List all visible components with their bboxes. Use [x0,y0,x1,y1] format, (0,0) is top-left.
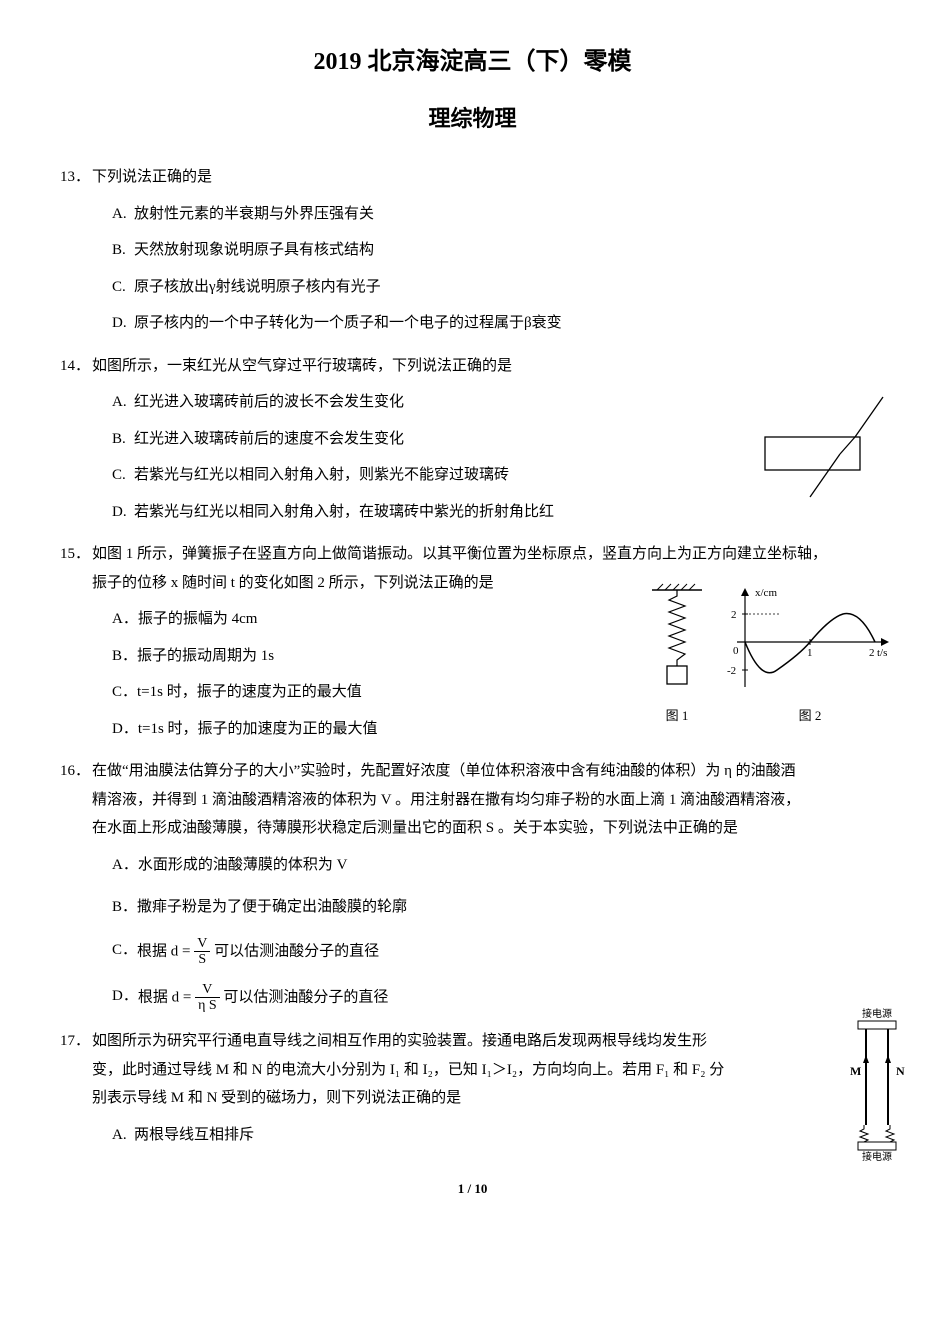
option-label: A. [112,388,134,417]
q16-stem-line1: 在做“用油膜法估算分子的大小”实验时，先配置好浓度（单位体积溶液中含有纯油酸的体… [92,763,796,779]
q15-stem-line2: 振子的位移 x 随时间 t 的变化如图 2 所示，下列说法正确的是 [92,575,494,591]
q13-option-b: B.天然放射现象说明原子具有核式结构 [112,236,885,265]
fig1-label: 图 1 [647,704,707,729]
wire-n-label: N [896,1064,905,1078]
page-footer: 1 / 10 [60,1177,885,1202]
q14-figure [755,392,895,502]
xtick-1: 1 [807,647,813,659]
q16-stem-line2: 精溶液，并得到 1 滴油酸酒精溶液的体积为 V 。用注射器在撒有均匀痱子粉的水面… [92,792,800,808]
y-axis-label: x/cm [755,587,777,599]
q16-option-c: C．根据 d = VS 可以估测油酸分子的直径 [112,936,885,968]
xtick-2: 2 [869,647,875,659]
q16-stem-line3: 在水面上形成油酸薄膜，待薄膜形状稳定后测量出它的面积 S 。关于本实验，下列说法… [92,820,738,836]
page-title-main: 2019 北京海淀高三（下）零模 [60,40,885,86]
q16-option-a: A．水面形成的油酸薄膜的体积为 V [112,851,885,880]
option-label: A. [112,200,134,229]
q13-option-a: A.放射性元素的半衰期与外界压强有关 [112,200,885,229]
option-label: C. [112,461,134,490]
parallel-wires-icon: 接电源 M N 接电源 [840,1007,915,1162]
q17-stem-line3: 别表示导线 M 和 N 受到的磁场力，则下列说法正确的是 [92,1090,461,1106]
option-text: 原子核内的一个中子转化为一个质子和一个电子的过程属于β衰变 [134,309,885,338]
q14-option-d: D.若紫光与红光以相同入射角入射，在玻璃砖中紫光的折射角比红 [112,498,885,527]
q15-stem-line1: 如图 1 所示，弹簧振子在竖直方向上做简谐振动。以其平衡位置为坐标原点，竖直方向… [92,546,827,562]
refraction-diagram-icon [755,392,895,502]
question-16: 16． 在做“用油膜法估算分子的大小”实验时，先配置好浓度（单位体积溶液中含有纯… [60,757,885,1013]
option-text: 水面形成的油酸薄膜的体积为 V [138,851,885,880]
option-label: C． [112,936,137,968]
question-15: 15． 如图 1 所示，弹簧振子在竖直方向上做简谐振动。以其平衡位置为坐标原点，… [60,540,885,743]
option-label: D. [112,498,134,527]
displacement-time-graph-icon: x/cm t/s 2 0 -2 1 2 [725,582,895,702]
q13-option-c: C.原子核放出γ射线说明原子核内有光子 [112,273,885,302]
option-label: B. [112,236,134,265]
option-text: 根据 d = VS 可以估测油酸分子的直径 [137,936,885,968]
option-label: B． [112,893,137,922]
page-total: 10 [474,1181,487,1196]
q16-stem: 在做“用油膜法估算分子的大小”实验时，先配置好浓度（单位体积溶液中含有纯油酸的体… [92,757,885,843]
q16-option-d: D．根据 d = Vη S 可以估测油酸分子的直径 [112,982,885,1014]
option-label: D. [112,309,134,338]
q14-stem: 如图所示，一束红光从空气穿过平行玻璃砖，下列说法正确的是 [92,352,885,381]
option-label: C． [112,678,137,707]
question-17: 17． 如图所示为研究平行通电直导线之间相互作用的实验装置。接通电路后发现两根导… [60,1027,885,1149]
x-axis-label: t/s [877,647,887,659]
q13-stem: 下列说法正确的是 [92,163,885,192]
q16-option-b: B．撒痱子粉是为了便于确定出油酸膜的轮廓 [112,893,885,922]
q17-stem: 如图所示为研究平行通电直导线之间相互作用的实验装置。接通电路后发现两根导线均发生… [92,1027,885,1113]
option-text: 原子核放出γ射线说明原子核内有光子 [134,273,885,302]
option-label: A． [112,851,138,880]
q15-figure-2: x/cm t/s 2 0 -2 1 2 图 2 [725,582,895,729]
q17-option-a: A.两根导线互相排斥 [112,1121,885,1150]
option-label: A． [112,605,138,634]
q15-figure-1: 图 1 [647,582,707,729]
q16-number: 16． [60,757,92,843]
q17-stem-line1: 如图所示为研究平行通电直导线之间相互作用的实验装置。接通电路后发现两根导线均发生… [92,1033,707,1049]
option-text: 放射性元素的半衰期与外界压强有关 [134,200,885,229]
top-label: 接电源 [862,1007,892,1020]
wire-m-label: M [850,1064,861,1078]
q15-number: 15． [60,540,92,597]
ytick-neg2: -2 [727,665,736,677]
q17-stem-line2: 变，此时通过导线 M 和 N 的电流大小分别为 I₁ 和 I₂，已知 I₁＞I₂… [92,1062,724,1078]
question-13: 13． 下列说法正确的是 A.放射性元素的半衰期与外界压强有关 B.天然放射现象… [60,163,885,338]
q13-option-d: D.原子核内的一个中子转化为一个质子和一个电子的过程属于β衰变 [112,309,885,338]
option-label: D． [112,715,138,744]
q14-number: 14． [60,352,92,381]
q17-figure: 接电源 M N 接电源 [840,1007,915,1162]
ytick-0: 0 [733,645,739,657]
option-label: B. [112,425,134,454]
option-text: 两根导线互相排斥 [134,1121,885,1150]
q17-number: 17． [60,1027,92,1113]
option-text: 撒痱子粉是为了便于确定出油酸膜的轮廓 [137,893,885,922]
option-text: 若紫光与红光以相同入射角入射，在玻璃砖中紫光的折射角比红 [134,498,885,527]
bottom-label: 接电源 [862,1150,892,1162]
spring-oscillator-icon [647,582,707,702]
q13-number: 13． [60,163,92,192]
option-label: D． [112,982,138,1014]
option-label: A. [112,1121,134,1150]
fig2-label: 图 2 [725,704,895,729]
page-title-sub: 理综物理 [60,98,885,140]
ytick-2: 2 [731,609,737,621]
page-separator: / [464,1181,474,1196]
option-text: 天然放射现象说明原子具有核式结构 [134,236,885,265]
option-label: B． [112,642,137,671]
question-14: 14． 如图所示，一束红光从空气穿过平行玻璃砖，下列说法正确的是 A.红光进入玻… [60,352,885,527]
option-text: 根据 d = Vη S 可以估测油酸分子的直径 [138,982,885,1014]
q15-figure-group: 图 1 x/cm t/s 2 0 -2 1 2 图 2 [647,582,895,729]
option-label: C. [112,273,134,302]
